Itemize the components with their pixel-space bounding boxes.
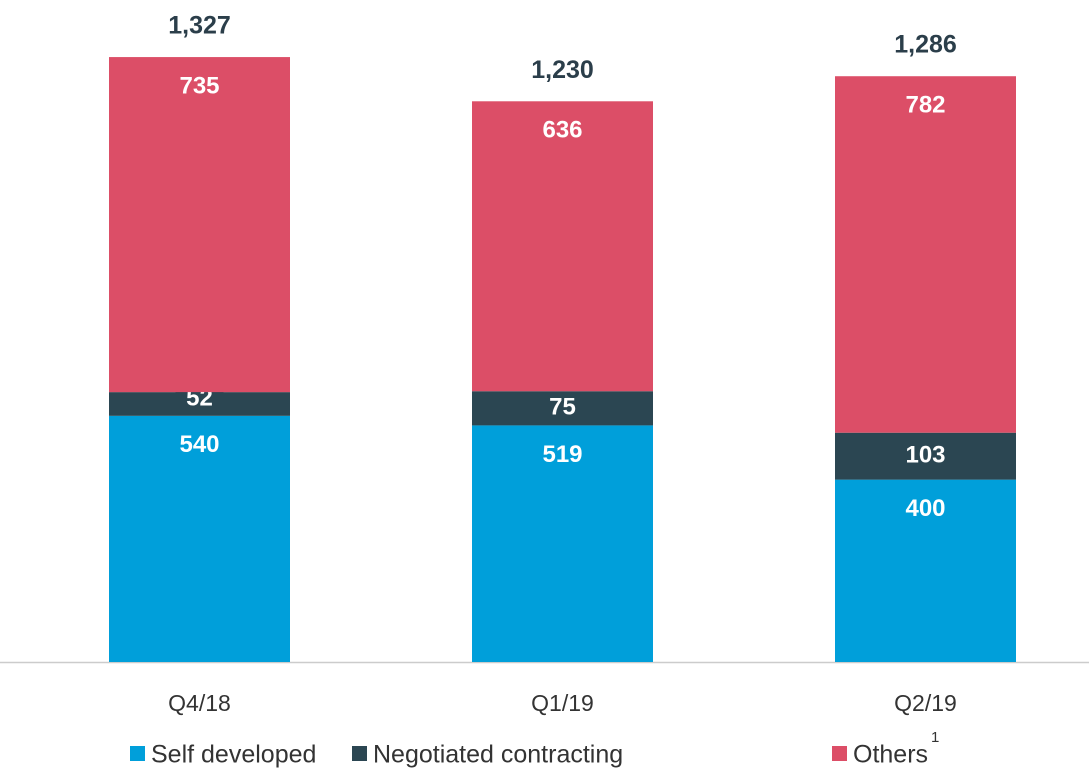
bar-segment bbox=[835, 479, 1016, 662]
data-label: 400 bbox=[905, 495, 945, 522]
data-label: 636 bbox=[542, 117, 582, 144]
legend-footnote: 1 bbox=[931, 729, 939, 746]
legend-label: Others bbox=[853, 741, 928, 769]
x-tick-label: Q1/19 bbox=[531, 690, 594, 716]
legend-label: Negotiated contracting bbox=[373, 741, 623, 769]
legend-label: Self developed bbox=[151, 741, 316, 769]
data-label: 540 bbox=[179, 431, 219, 458]
data-label: 103 bbox=[905, 442, 945, 469]
x-tick-label: Q2/19 bbox=[894, 690, 957, 716]
legend-swatch bbox=[130, 746, 145, 761]
total-label: 1,286 bbox=[894, 30, 957, 58]
bar-segment bbox=[472, 101, 653, 392]
data-label: 75 bbox=[549, 394, 576, 421]
total-label: 1,327 bbox=[168, 12, 231, 40]
bar-segment bbox=[472, 425, 653, 662]
bar-segment bbox=[109, 415, 290, 662]
bar-segment bbox=[472, 391, 653, 426]
legend-swatch bbox=[832, 746, 847, 761]
x-tick-label: Q4/18 bbox=[168, 690, 231, 716]
data-label: 519 bbox=[542, 441, 582, 468]
bar-segment bbox=[109, 57, 290, 393]
bar-segment bbox=[835, 432, 1016, 480]
legend-swatch bbox=[352, 746, 367, 761]
bar-segment bbox=[835, 76, 1016, 433]
total-label: 1,230 bbox=[531, 56, 594, 84]
data-label: 782 bbox=[905, 92, 945, 119]
data-label: 735 bbox=[179, 72, 219, 99]
